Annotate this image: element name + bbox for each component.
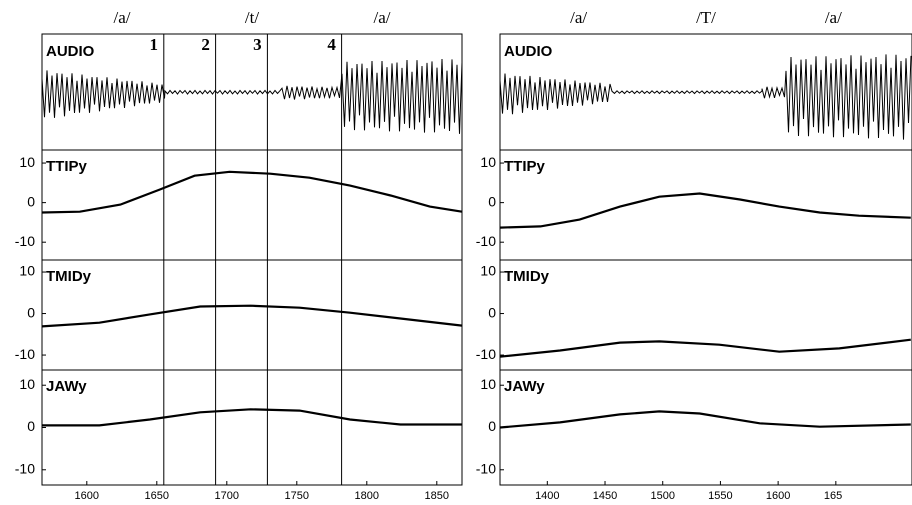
panel-frame (499, 149, 912, 261)
y-tick-label: 0 (27, 418, 35, 434)
segment-number: 3 (253, 35, 262, 54)
phoneme-label: /a/ (825, 8, 842, 27)
phoneme-label: /t/ (245, 8, 259, 27)
panel-label: TMIDy (46, 268, 92, 285)
y-tick-label: 10 (480, 154, 496, 170)
trajectory (499, 338, 911, 358)
x-tick-label: 1400 (535, 490, 559, 502)
y-tick-label: 0 (488, 418, 496, 434)
trajectory (42, 408, 462, 427)
y-tick-label: 10 (480, 263, 496, 279)
panel-frame (41, 259, 463, 371)
x-tick-label: 165 (824, 490, 842, 502)
x-tick-label: 1700 (215, 490, 239, 502)
y-tick-label: -10 (476, 460, 496, 476)
segment-number: 1 (150, 35, 159, 54)
audio-frame (41, 33, 463, 151)
y-tick-label: 10 (19, 154, 35, 170)
audio-label: AUDIO (504, 43, 553, 60)
phoneme-label: /a/ (374, 8, 391, 27)
panel-frame (499, 259, 912, 371)
x-tick-label: 1800 (355, 490, 379, 502)
segment-number: 4 (327, 35, 336, 54)
panel-label: TMIDy (504, 268, 550, 285)
x-tick-label: 1450 (593, 490, 617, 502)
y-tick-label: -10 (15, 233, 35, 249)
audio-waveform (41, 58, 463, 134)
phoneme-label: /a/ (114, 8, 131, 27)
y-tick-label: -10 (476, 346, 496, 362)
panel-frame (41, 149, 463, 261)
x-tick-label: 1650 (145, 490, 169, 502)
segment-number: 2 (201, 35, 210, 54)
y-tick-label: 0 (27, 193, 35, 209)
trajectory (499, 410, 911, 429)
x-tick-label: 1600 (766, 490, 790, 502)
x-tick-label: 1550 (708, 490, 732, 502)
y-tick-label: 10 (19, 376, 35, 392)
trajectory (499, 192, 911, 229)
x-tick-label: 1750 (285, 490, 309, 502)
audio-waveform (499, 54, 912, 140)
panel-label: JAWy (504, 378, 545, 395)
y-tick-label: 0 (488, 193, 496, 209)
audio-label: AUDIO (46, 43, 95, 60)
y-tick-label: -10 (476, 233, 496, 249)
panel-label: TTIPy (504, 158, 545, 175)
x-tick-label: 1600 (75, 490, 99, 502)
panel-frame (41, 369, 463, 486)
y-tick-label: 10 (19, 263, 35, 279)
phoneme-label: /T/ (696, 8, 716, 27)
y-tick-label: 0 (488, 304, 496, 320)
phoneme-label: /a/ (570, 8, 587, 27)
panel-label: JAWy (46, 378, 87, 395)
trajectory (41, 170, 463, 214)
panel-label: TTIPy (46, 158, 87, 175)
y-tick-label: -10 (15, 346, 35, 362)
y-tick-label: 10 (480, 376, 496, 392)
x-tick-label: 1850 (425, 490, 449, 502)
x-tick-label: 1500 (650, 490, 674, 502)
panel-frame (499, 369, 912, 486)
y-tick-label: 0 (27, 304, 35, 320)
trajectory (41, 304, 463, 328)
y-tick-label: -10 (15, 460, 35, 476)
